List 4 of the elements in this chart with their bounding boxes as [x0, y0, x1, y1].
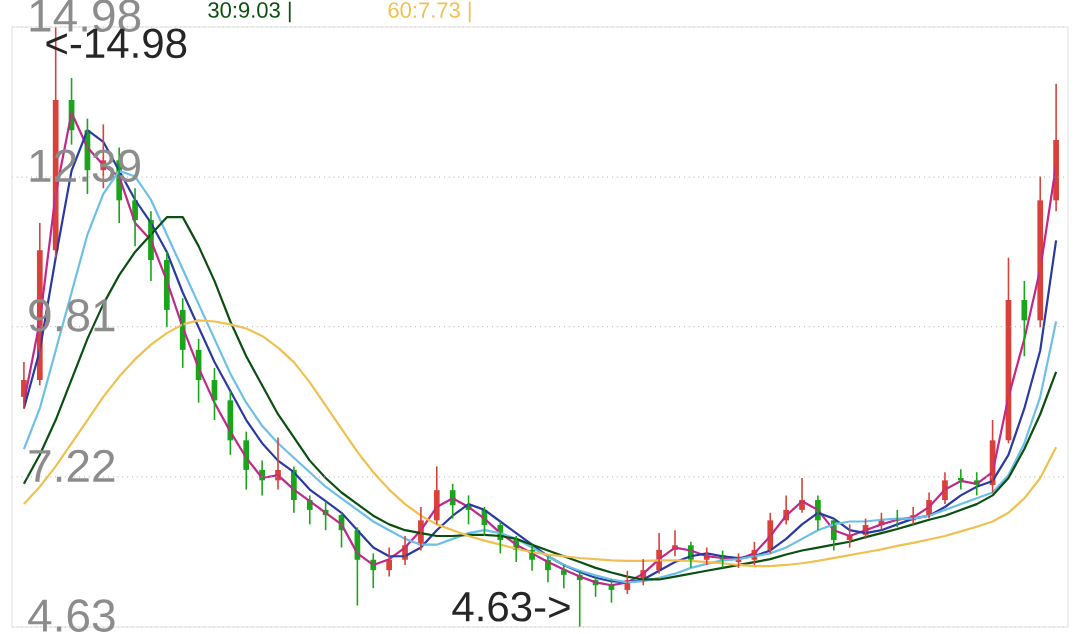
text: 60:7.73 |	[388, 1, 471, 23]
annotation: 4.63->	[452, 591, 570, 622]
y-tick-label: 4.63	[28, 599, 115, 632]
text: 30:9.03 |	[208, 1, 291, 23]
